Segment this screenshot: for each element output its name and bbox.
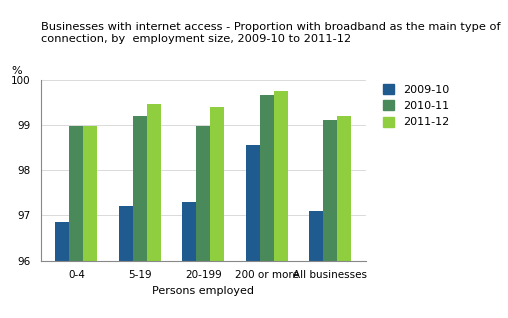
Bar bbox=[196, 126, 210, 318]
Bar bbox=[274, 91, 288, 318]
Bar bbox=[309, 211, 323, 318]
Bar bbox=[210, 107, 224, 318]
X-axis label: Persons employed: Persons employed bbox=[152, 286, 254, 296]
Legend: 2009-10, 2010-11, 2011-12: 2009-10, 2010-11, 2011-12 bbox=[379, 80, 454, 132]
Text: Businesses with internet access - Proportion with broadband as the main type of
: Businesses with internet access - Propor… bbox=[41, 22, 500, 44]
Bar bbox=[83, 126, 97, 318]
Bar bbox=[70, 126, 83, 318]
Bar bbox=[119, 206, 133, 318]
Bar bbox=[337, 116, 351, 318]
Bar bbox=[133, 116, 147, 318]
Bar bbox=[323, 120, 337, 318]
Bar bbox=[182, 202, 196, 318]
Bar bbox=[55, 222, 70, 318]
Text: %: % bbox=[11, 66, 22, 76]
Bar bbox=[246, 145, 260, 318]
Bar bbox=[260, 95, 274, 318]
Bar bbox=[147, 104, 161, 318]
